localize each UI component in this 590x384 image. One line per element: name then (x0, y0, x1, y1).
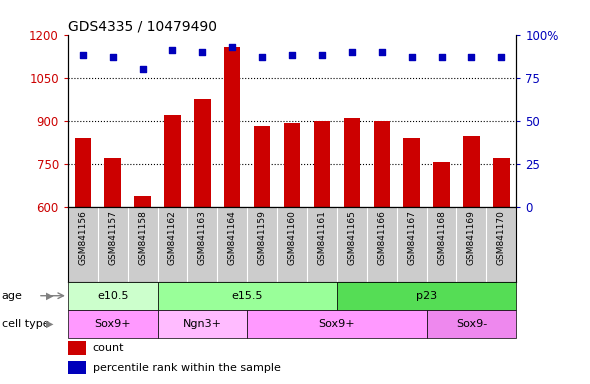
Point (138, 66, 148, 72)
Text: Sox9-: Sox9- (456, 319, 487, 329)
Text: GSM841166: GSM841166 (377, 210, 386, 265)
Point (347, 49, 356, 55)
Text: GSM841158: GSM841158 (138, 210, 147, 265)
Text: Ngn3+: Ngn3+ (183, 319, 222, 329)
Bar (104, 158, 121, 379)
Text: age: age (2, 291, 22, 301)
Text: GSM841159: GSM841159 (258, 210, 267, 265)
Point (78, 52, 87, 58)
Bar (164, 115, 181, 379)
Bar (194, 99, 211, 379)
Text: GSM841165: GSM841165 (348, 210, 356, 265)
Text: e10.5: e10.5 (97, 291, 129, 301)
Text: percentile rank within the sample: percentile rank within the sample (93, 363, 280, 373)
Bar (493, 158, 510, 379)
Bar (158, 282, 337, 310)
Bar (254, 126, 270, 379)
Text: count: count (93, 343, 124, 353)
Point (257, 54, 267, 60)
Bar (404, 138, 420, 379)
Bar (433, 162, 450, 379)
Bar (224, 48, 241, 379)
Bar (68, 341, 86, 355)
Point (497, 54, 506, 60)
Text: GSM841163: GSM841163 (198, 210, 207, 265)
Bar (68, 282, 158, 310)
Point (287, 52, 297, 58)
Text: Sox9+: Sox9+ (94, 319, 131, 329)
Text: GSM841170: GSM841170 (497, 210, 506, 265)
Text: e15.5: e15.5 (231, 291, 263, 301)
Point (407, 54, 417, 60)
Text: GSM841164: GSM841164 (228, 210, 237, 265)
Text: GSM841168: GSM841168 (437, 210, 446, 265)
Text: GSM841169: GSM841169 (467, 210, 476, 265)
Point (437, 54, 446, 60)
Text: ▶: ▶ (47, 319, 54, 329)
Bar (158, 310, 247, 338)
Bar (74, 138, 91, 379)
Point (108, 54, 117, 60)
Bar (314, 121, 330, 379)
Bar (247, 310, 427, 338)
Bar (68, 310, 158, 338)
Point (198, 49, 207, 55)
Text: GSM841167: GSM841167 (407, 210, 416, 265)
Bar (343, 118, 360, 379)
Text: GSM841161: GSM841161 (317, 210, 326, 265)
Text: GSM841162: GSM841162 (168, 210, 177, 265)
Bar (463, 136, 480, 379)
Text: GSM841156: GSM841156 (78, 210, 87, 265)
Text: Sox9+: Sox9+ (319, 319, 355, 329)
Point (168, 47, 177, 53)
Point (317, 52, 327, 58)
Bar (284, 123, 300, 379)
Text: p23: p23 (416, 291, 437, 301)
Bar (68, 361, 86, 374)
Text: ▶: ▶ (47, 291, 54, 301)
Text: GSM841157: GSM841157 (108, 210, 117, 265)
Text: GSM841160: GSM841160 (287, 210, 297, 265)
Point (467, 54, 476, 60)
Text: GDS4335 / 10479490: GDS4335 / 10479490 (68, 20, 217, 33)
Point (228, 43, 237, 50)
Bar (427, 310, 516, 338)
Text: cell type: cell type (2, 319, 50, 329)
Bar (135, 197, 151, 379)
Bar (373, 121, 390, 379)
Bar (337, 282, 516, 310)
Point (377, 49, 386, 55)
